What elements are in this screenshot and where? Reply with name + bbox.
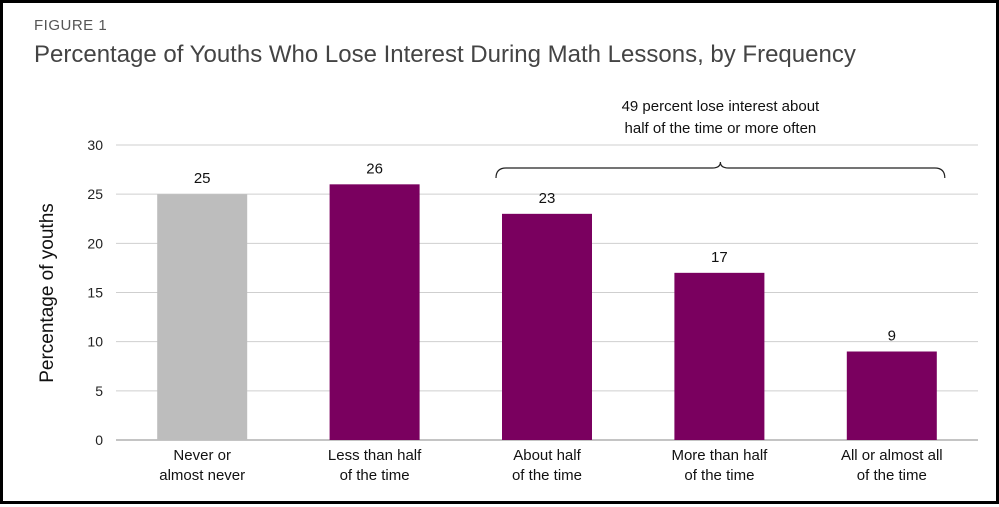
y-tick-label: 30 (87, 137, 103, 153)
data-label: 26 (366, 160, 383, 177)
bar (157, 194, 248, 440)
annotation-brace (495, 161, 946, 179)
chart-title: Percentage of Youths Who Lose Interest D… (34, 41, 856, 68)
bar-chart: 0 5 10 15 20 25 30 Percentage of youths 25 Never … (37, 98, 978, 484)
y-tick-label: 25 (87, 186, 103, 202)
annotation-text: half of the time or more often (625, 120, 817, 137)
figure-label: FIGURE 1 (34, 17, 108, 34)
y-tick-label: 5 (95, 383, 103, 399)
bar (502, 213, 592, 440)
y-axis-label: Percentage of youths (37, 203, 58, 383)
category-label: Never or (173, 447, 231, 464)
data-label: 23 (539, 190, 556, 207)
category-label: of the time (512, 467, 582, 484)
bar (674, 272, 765, 440)
category-label: More than half (671, 447, 768, 464)
y-tick-label: 15 (87, 285, 103, 301)
category-label: almost never (159, 467, 245, 484)
y-tick-label: 0 (95, 432, 103, 448)
bar (846, 351, 937, 440)
data-label: 17 (711, 249, 728, 266)
category-label: All or almost all (841, 447, 943, 464)
annotation-text: 49 percent lose interest about (622, 98, 820, 115)
data-label: 25 (194, 170, 211, 187)
category-label: About half (513, 447, 581, 464)
y-tick-label: 10 (87, 334, 103, 350)
category-label: of the time (340, 467, 410, 484)
y-tick-label: 20 (87, 235, 103, 251)
bar (329, 184, 420, 440)
category-label: of the time (857, 467, 927, 484)
category-label: of the time (684, 467, 754, 484)
data-label: 9 (888, 328, 896, 345)
category-label: Less than half (328, 447, 422, 464)
